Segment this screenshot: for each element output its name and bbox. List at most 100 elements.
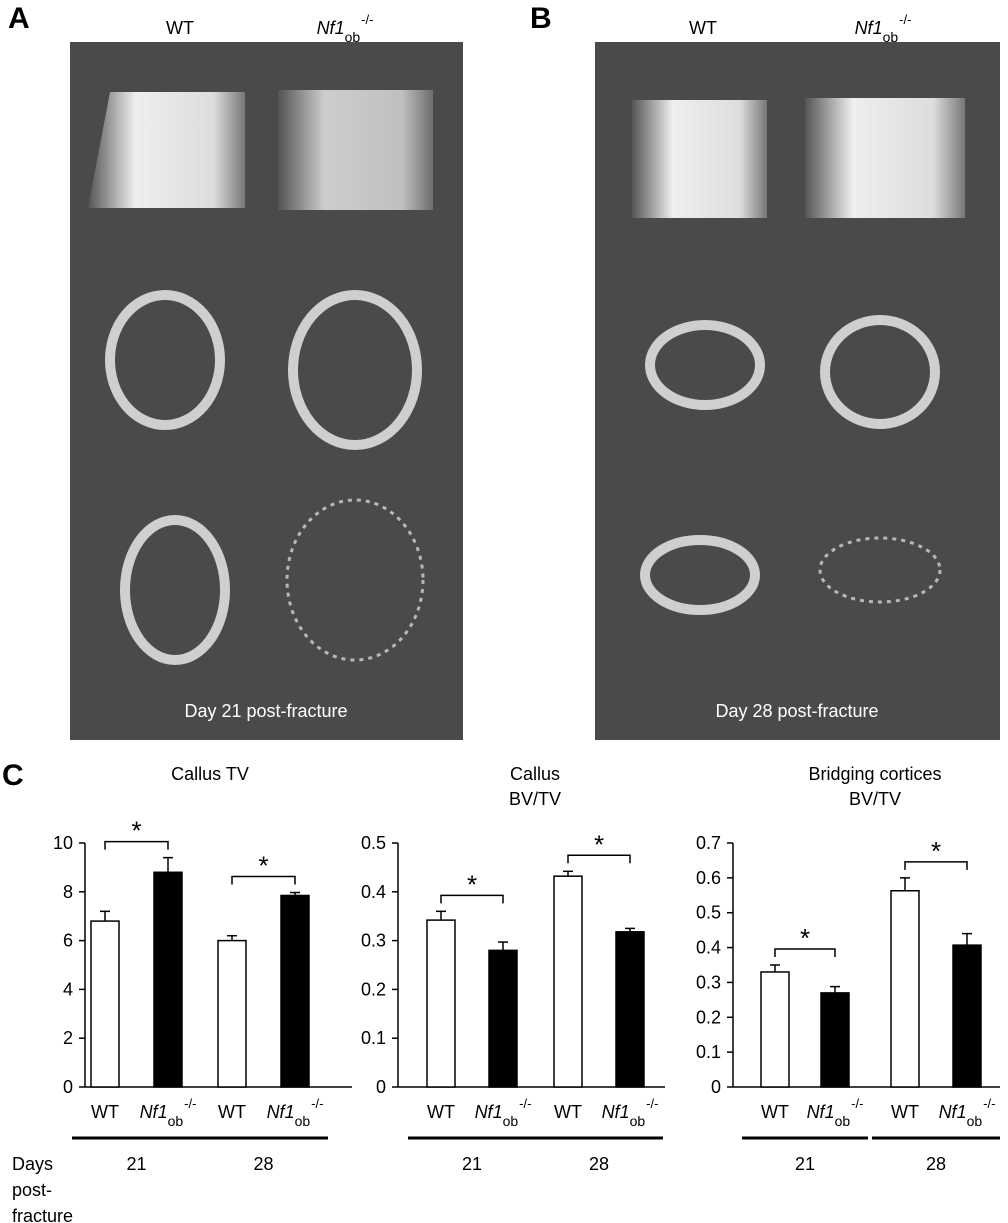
days-label: fracture — [12, 1206, 73, 1223]
x-tick-label: WT — [891, 1102, 919, 1122]
y-tick-label: 0.3 — [361, 931, 386, 951]
subscript: ob — [835, 1113, 851, 1129]
x-tick-label: WT — [91, 1102, 119, 1122]
column-header: WT — [689, 18, 717, 38]
superscript: -/- — [184, 1096, 196, 1111]
panel-caption: Day 21 post-fracture — [184, 701, 347, 721]
x-tick-label: Nf1ob-/- — [475, 1096, 532, 1129]
bar — [280, 894, 310, 1088]
superscript: -/- — [361, 12, 373, 27]
gene-name: Nf1 — [939, 1102, 967, 1122]
x-tick-label: Nf1ob-/- — [602, 1096, 659, 1129]
error-bar — [498, 941, 508, 951]
superscript: -/- — [983, 1096, 995, 1111]
subscript: ob — [883, 29, 899, 45]
chart-title: Callus — [510, 764, 560, 784]
bar — [153, 871, 183, 1088]
significance-label: * — [800, 923, 810, 953]
superscript: -/- — [646, 1096, 658, 1111]
ct-render — [645, 320, 765, 410]
y-tick-label: 0.2 — [361, 979, 386, 999]
ct-render — [820, 315, 940, 429]
y-tick-label: 0.5 — [361, 833, 386, 853]
ct-render — [818, 536, 942, 604]
y-tick-label: 0 — [376, 1077, 386, 1097]
bar — [553, 875, 583, 1088]
ct-render — [288, 290, 422, 450]
y-tick-label: 0 — [711, 1077, 721, 1097]
error-bar — [163, 856, 173, 873]
y-tick-label: 0.7 — [696, 833, 721, 853]
group-label: 21 — [126, 1154, 146, 1174]
x-tick-label: Nf1ob-/- — [807, 1096, 864, 1129]
error-bar — [900, 877, 910, 891]
bar — [952, 944, 982, 1088]
y-tick-label: 4 — [63, 979, 73, 999]
error-bar — [563, 870, 573, 877]
x-tick-label: WT — [427, 1102, 455, 1122]
y-tick-label: 0.1 — [361, 1028, 386, 1048]
y-tick-label: 6 — [63, 931, 73, 951]
significance-bracket — [904, 861, 968, 870]
bar — [90, 920, 120, 1088]
chart-title: BV/TV — [849, 789, 901, 809]
bar — [890, 890, 920, 1088]
superscript: -/- — [851, 1096, 863, 1111]
significance-bracket — [440, 894, 504, 904]
x-tick-label: Nf1ob-/- — [939, 1096, 996, 1129]
days-label: Days — [12, 1154, 53, 1174]
y-tick-label: 0.4 — [361, 882, 386, 902]
bar — [760, 971, 790, 1088]
x-tick-label: WT — [761, 1102, 789, 1122]
error-bar — [290, 891, 300, 896]
significance-label: * — [131, 816, 141, 846]
group-label: 21 — [795, 1154, 815, 1174]
superscript: -/- — [311, 1096, 323, 1111]
chart-title: Callus TV — [171, 764, 249, 784]
significance-bracket — [231, 875, 296, 885]
y-tick-label: 0.5 — [696, 903, 721, 923]
ct-render — [640, 535, 760, 615]
superscript: -/- — [519, 1096, 531, 1111]
superscript: -/- — [899, 12, 911, 27]
panel-label: A — [8, 2, 30, 35]
ct-render — [285, 498, 425, 662]
x-tick-label: WT — [218, 1102, 246, 1122]
error-bar — [227, 934, 237, 941]
significance-bracket — [567, 854, 631, 864]
gene-name: Nf1 — [267, 1102, 295, 1122]
bar — [615, 931, 645, 1088]
bar — [426, 919, 456, 1088]
days-label: post- — [12, 1180, 52, 1200]
y-tick-label: 0.6 — [696, 868, 721, 888]
subscript: ob — [295, 1113, 311, 1129]
gene-name: Nf1 — [317, 18, 345, 38]
bar — [488, 949, 518, 1088]
x-tick-label: Nf1ob-/- — [140, 1096, 197, 1129]
ct-render — [632, 100, 767, 218]
ct-render — [88, 92, 245, 208]
column-header: WT — [166, 18, 194, 38]
significance-bracket — [774, 948, 836, 957]
gene-name: Nf1 — [140, 1102, 168, 1122]
error-bar — [625, 927, 635, 932]
bar — [217, 939, 247, 1088]
x-tick-label: Nf1ob-/- — [267, 1096, 324, 1129]
gene-name: Nf1 — [475, 1102, 503, 1122]
chart-title: Bridging cortices — [808, 764, 941, 784]
y-tick-label: 2 — [63, 1028, 73, 1048]
subscript: ob — [168, 1113, 184, 1129]
y-tick-label: 0.2 — [696, 1007, 721, 1027]
ct-render — [278, 90, 433, 210]
ct-render — [120, 515, 230, 665]
significance-label: * — [931, 836, 941, 866]
ct-render — [805, 98, 965, 218]
bar — [820, 992, 850, 1088]
significance-label: * — [258, 851, 268, 881]
error-bar — [100, 910, 110, 922]
group-label: 28 — [253, 1154, 273, 1174]
y-tick-label: 10 — [53, 833, 73, 853]
error-bar — [962, 932, 972, 946]
x-tick-label: WT — [554, 1102, 582, 1122]
